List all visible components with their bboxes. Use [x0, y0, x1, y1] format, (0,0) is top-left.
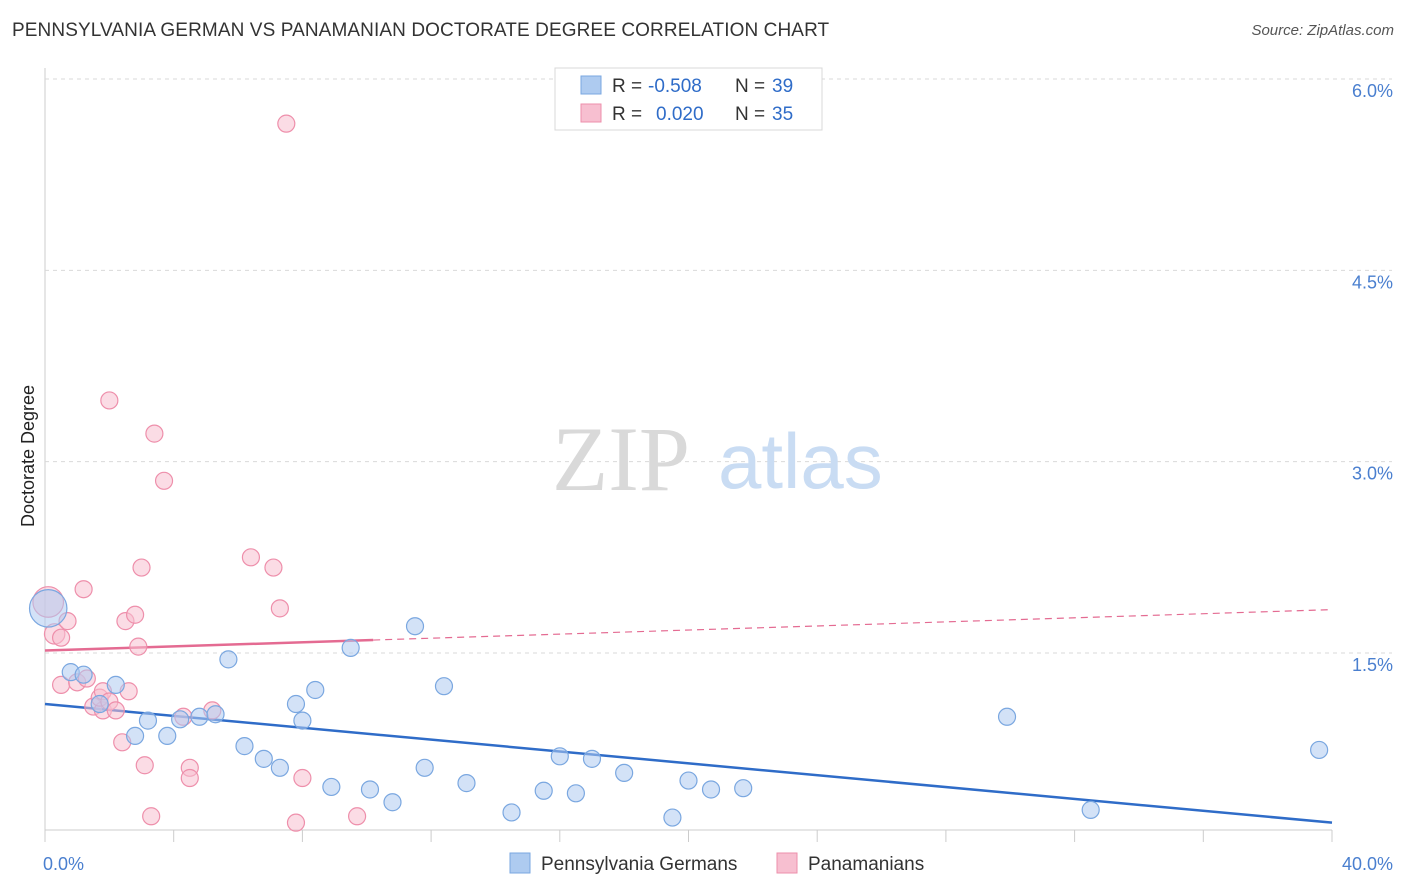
panamanian-point-28 — [241, 548, 261, 567]
pennsylvania-german-point-21 — [383, 793, 402, 812]
correlation-legend: R = -0.508 N = 39 R = 0.020 N = 35 — [554, 67, 823, 131]
pennsylvania-german-point-23 — [415, 758, 434, 777]
trend-lines — [44, 609, 1333, 824]
legend-n-label-blue: N = — [735, 76, 765, 97]
panamanian-point-22 — [145, 424, 164, 443]
pennsylvania-german-point-26 — [502, 803, 521, 822]
series-swatch-pink — [776, 852, 798, 874]
pennsylvania-german-point-10 — [206, 705, 225, 724]
pennsylvania-german-point-12 — [235, 737, 254, 756]
pennsylvania-german-point-7 — [158, 726, 177, 746]
pennsylvania-german-point-13 — [254, 749, 273, 768]
x-tick-labels: 0.0% 40.0% — [43, 854, 1393, 874]
trend-line-pink-dashed — [373, 609, 1333, 641]
pennsylvania-german-point-17 — [306, 680, 325, 700]
panamanian-point-35 — [100, 391, 119, 410]
chart-source: Source: ZipAtlas.com — [1251, 22, 1394, 39]
legend-swatch-pink — [580, 103, 602, 123]
y-tick-labels: 1.5% 3.0% 4.5% 6.0% — [1352, 81, 1393, 675]
y-tick-label-1: 3.0% — [1352, 464, 1393, 484]
trend-line-pink-solid — [44, 638, 374, 652]
series-label-panamanians: Panamanians — [808, 854, 924, 875]
pennsylvania-german-point-27 — [534, 781, 553, 800]
legend-n-label-pink: N = — [735, 104, 765, 125]
panamanian-point-13 — [106, 701, 125, 720]
pennsylvania-german-point-20 — [360, 780, 380, 799]
pennsylvania-german-point-38 — [1310, 740, 1329, 760]
panamanian-point-26 — [180, 768, 199, 788]
panamanian-point-19 — [132, 558, 151, 577]
panamanian-point-32 — [286, 813, 306, 832]
pennsylvania-german-point-11 — [219, 650, 238, 669]
x-axis-ticks — [44, 830, 1333, 842]
pennsylvania-german-point-25 — [457, 774, 476, 793]
pennsylvania-german-point-37 — [1081, 800, 1100, 819]
y-tick-label-0: 1.5% — [1352, 655, 1393, 675]
x-tick-label-0: 0.0% — [43, 854, 84, 874]
y-tick-label-3: 6.0% — [1352, 81, 1393, 101]
legend-n-value-blue: 39 — [772, 76, 793, 97]
pennsylvania-german-point-15 — [286, 694, 306, 714]
series-label-pennsylvania-germans: Pennsylvania Germans — [541, 854, 737, 875]
pennsylvania-german-point-16 — [293, 711, 312, 730]
panamanian-point-18 — [129, 637, 148, 656]
pennsylvania-german-point-36 — [997, 707, 1017, 726]
panamanian-point-21 — [142, 807, 161, 826]
panamanian-point-34 — [347, 807, 367, 826]
panamanian-point-23 — [154, 471, 174, 490]
pennsylvania-german-point-5 — [125, 726, 145, 746]
pennsylvania-germans-points — [28, 589, 1329, 827]
pennsylvania-german-point-31 — [615, 763, 634, 783]
pennsylvania-german-point-6 — [138, 711, 158, 730]
legend-n-value-pink: 35 — [772, 104, 793, 125]
pennsylvania-german-point-3 — [90, 694, 109, 714]
pennsylvania-german-point-8 — [171, 710, 190, 729]
pennsylvania-german-point-24 — [434, 677, 454, 696]
pennsylvania-german-point-22 — [405, 617, 425, 636]
pennsylvania-german-point-34 — [701, 780, 721, 799]
y-axis-label: Doctorate Degree — [18, 385, 38, 527]
pennsylvania-german-point-35 — [734, 779, 753, 798]
chart-title: PENNSYLVANIA GERMAN VS PANAMANIAN DOCTOR… — [12, 20, 830, 41]
legend-swatch-blue — [580, 75, 602, 95]
pennsylvania-german-point-0 — [28, 589, 68, 628]
legend-r-value-pink: 0.020 — [656, 104, 704, 125]
panamanian-point-4 — [74, 580, 93, 599]
panamanian-point-20 — [135, 756, 154, 775]
watermark-zip: ZIP — [552, 408, 690, 510]
trend-line-blue — [44, 702, 1333, 824]
panamanian-point-33 — [293, 768, 312, 788]
pennsylvania-german-point-32 — [663, 808, 682, 827]
pennsylvania-german-point-2 — [74, 665, 93, 684]
series-swatch-blue — [509, 852, 531, 874]
series-legend: Pennsylvania Germans Panamanians — [509, 852, 924, 875]
pennsylvania-german-point-18 — [322, 777, 341, 797]
legend-r-label-pink: R = — [612, 104, 642, 125]
y-tick-label-2: 4.5% — [1352, 272, 1393, 292]
panamanian-point-3 — [51, 628, 71, 647]
gridlines — [45, 78, 1392, 654]
panamanian-point-29 — [264, 558, 283, 577]
pennsylvania-german-point-30 — [582, 749, 602, 768]
legend-r-value-blue: -0.508 — [648, 76, 702, 97]
pennsylvania-german-point-9 — [190, 707, 209, 726]
panamanian-point-30 — [270, 599, 289, 618]
legend-r-label-blue: R = — [612, 76, 642, 97]
pennsylvania-german-point-19 — [341, 638, 360, 657]
pennsylvania-german-point-14 — [270, 758, 289, 777]
pennsylvania-german-point-4 — [106, 675, 125, 694]
watermark-atlas: atlas — [718, 417, 883, 505]
pennsylvania-german-point-29 — [566, 784, 585, 803]
pennsylvania-german-point-33 — [679, 771, 698, 790]
pennsylvania-german-point-28 — [550, 747, 569, 766]
x-tick-label-1: 40.0% — [1342, 854, 1393, 874]
panamanian-point-31 — [277, 114, 296, 133]
panamanian-point-17 — [125, 605, 145, 624]
